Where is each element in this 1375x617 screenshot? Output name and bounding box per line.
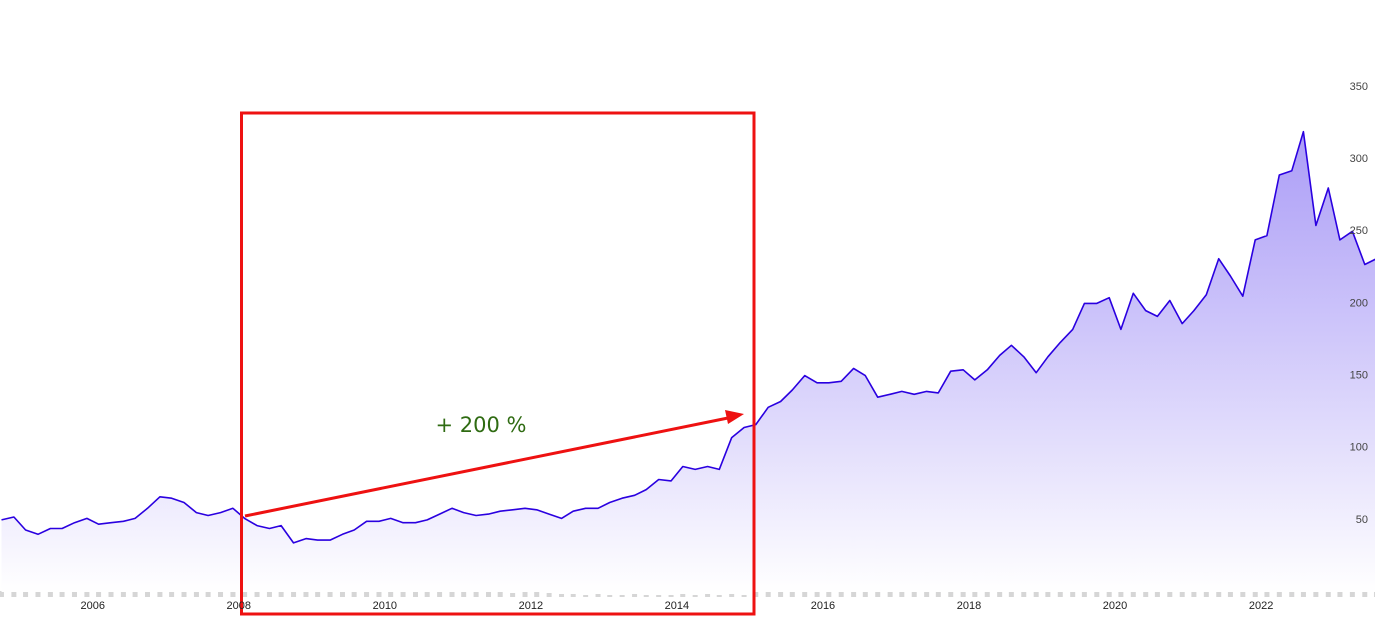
volume-bar <box>570 594 576 597</box>
volume-bar <box>424 591 430 597</box>
volume-bar <box>47 591 53 597</box>
volume-bar <box>595 594 601 597</box>
x-tick-label: 2018 <box>957 600 981 612</box>
volume-bar <box>59 589 65 597</box>
price-line <box>1 130 1375 544</box>
arrow-shaft <box>244 416 729 518</box>
highlight-box <box>240 111 756 616</box>
y-tick-label: 300 <box>1350 153 1368 165</box>
annotation: + 200 % <box>436 413 527 437</box>
volume-bar <box>522 592 528 597</box>
x-tick-label: 2020 <box>1103 600 1127 612</box>
volume-bar <box>412 590 418 597</box>
volume-bar <box>120 589 126 597</box>
y-tick-label: 350 <box>1350 81 1368 93</box>
volume-bar <box>692 595 698 597</box>
volume-bar <box>510 593 516 597</box>
volume-bar <box>814 589 820 597</box>
volume-bar <box>632 594 638 597</box>
volume-bar <box>339 589 345 597</box>
x-tick-label: 2016 <box>811 600 835 612</box>
volume-bar <box>400 591 406 597</box>
y-tick-label: 250 <box>1350 225 1368 237</box>
volume-bar <box>376 590 382 597</box>
volume-bar <box>278 590 284 597</box>
x-tick-label: 2012 <box>519 600 543 612</box>
x-tick-label: 2014 <box>665 600 689 612</box>
volume-bar <box>449 591 455 597</box>
x-tick-label: 2022 <box>1249 600 1273 612</box>
volume-bar <box>656 595 662 597</box>
volume-bar <box>741 595 747 597</box>
volume-bar <box>729 594 735 597</box>
volume-bar <box>388 589 394 597</box>
plot-area <box>0 130 1375 597</box>
volume-bar <box>668 595 674 597</box>
volume-bar <box>716 595 722 597</box>
volume-bar <box>303 589 309 597</box>
volume-bar <box>680 594 686 597</box>
x-tick-label: 2006 <box>80 600 104 612</box>
volume-bar <box>327 591 333 597</box>
volume-bar <box>486 591 492 597</box>
volume-bar <box>559 594 565 597</box>
x-tick-label: 2008 <box>227 600 251 612</box>
volume-bar <box>619 595 625 597</box>
volume-bar <box>266 588 272 597</box>
y-tick-label: 150 <box>1350 369 1368 381</box>
y-tick-label: 200 <box>1350 297 1368 309</box>
volume-bar <box>461 588 467 597</box>
volume-bar <box>0 591 4 597</box>
volume-bar <box>583 595 589 597</box>
volume-bar <box>437 592 443 597</box>
volume-bar <box>607 595 613 597</box>
volume-bar <box>705 594 711 597</box>
y-tick-label: 50 <box>1356 514 1368 526</box>
x-tick-label: 2010 <box>373 600 397 612</box>
volume-bar <box>643 595 649 597</box>
volume-bar <box>291 591 297 597</box>
volume-bar <box>546 593 552 597</box>
volume-bar <box>315 590 321 597</box>
arrow-head <box>725 410 744 424</box>
volume-bar <box>364 591 370 597</box>
y-tick-label: 100 <box>1350 442 1368 454</box>
volume-bar <box>351 588 357 597</box>
volume-bar <box>205 588 211 597</box>
area-fill <box>1 131 1375 592</box>
